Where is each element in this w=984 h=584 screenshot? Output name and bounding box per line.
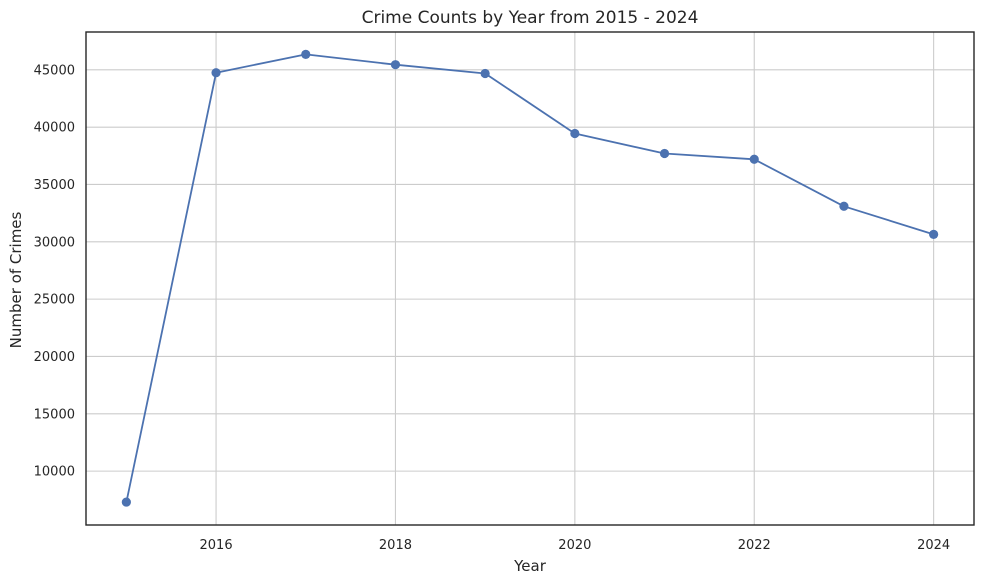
x-tick-label: 2016 bbox=[200, 538, 233, 553]
x-tick-label: 2018 bbox=[379, 538, 412, 553]
y-axis-title: Number of Crimes bbox=[7, 211, 25, 348]
chart-title: Crime Counts by Year from 2015 - 2024 bbox=[362, 8, 699, 28]
data-point bbox=[121, 497, 131, 507]
y-tick-label: 25000 bbox=[34, 293, 75, 308]
plot-frame bbox=[85, 31, 975, 526]
grid bbox=[86, 32, 974, 525]
data-point bbox=[301, 49, 311, 59]
data-point bbox=[480, 68, 490, 79]
data-point bbox=[390, 60, 401, 70]
data-point bbox=[659, 148, 670, 159]
y-tick-label: 20000 bbox=[34, 350, 75, 365]
y-tick-label: 35000 bbox=[34, 178, 75, 193]
series-layer bbox=[121, 49, 939, 507]
y-tick-label: 30000 bbox=[34, 235, 75, 250]
y-tick-label: 15000 bbox=[34, 407, 75, 422]
x-tick-label: 2024 bbox=[917, 538, 950, 553]
data-point bbox=[839, 201, 849, 211]
x-axis-title: Year bbox=[513, 557, 547, 575]
x-tick-label: 2020 bbox=[558, 538, 591, 553]
x-tick-label: 2022 bbox=[738, 538, 771, 553]
data-point bbox=[570, 128, 580, 139]
y-tick-labels: 10000 15000 20000 25000 30000 35000 40000 45000 bbox=[34, 63, 75, 479]
y-tick-label: 10000 bbox=[34, 465, 75, 480]
data-point bbox=[929, 229, 939, 239]
x-tick-labels: 2016 2018 2020 2022 2024 bbox=[200, 538, 951, 553]
data-point bbox=[211, 68, 221, 78]
series-line bbox=[125, 53, 934, 503]
y-tick-label: 40000 bbox=[34, 121, 75, 136]
data-point bbox=[749, 154, 759, 164]
y-tick-label: 45000 bbox=[34, 63, 75, 78]
